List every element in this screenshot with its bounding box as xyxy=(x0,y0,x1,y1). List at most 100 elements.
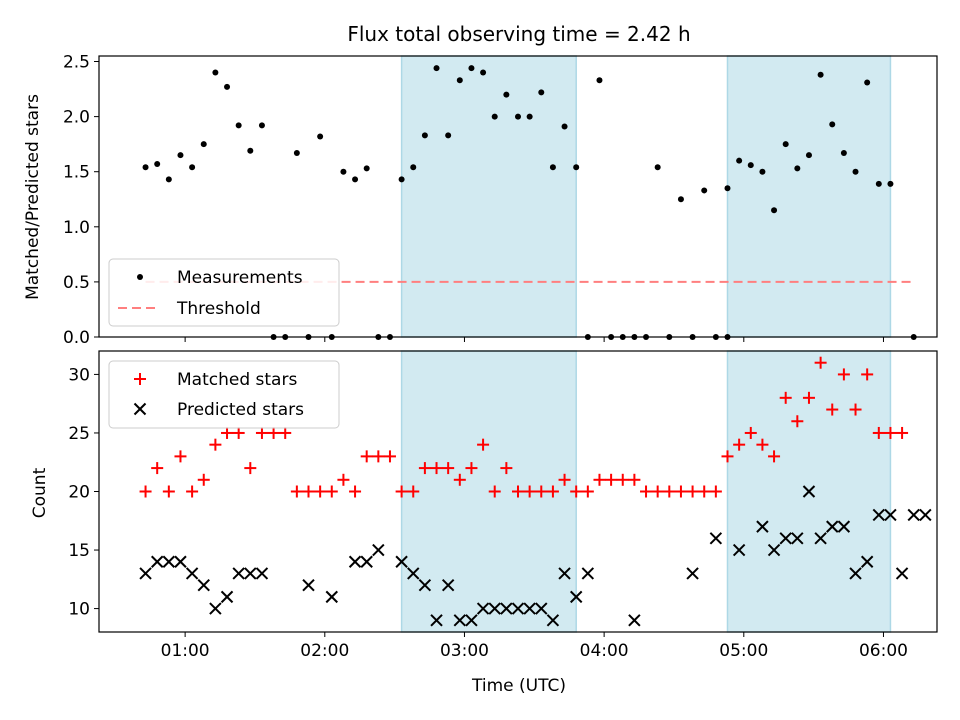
predicted-point-12 xyxy=(325,590,338,604)
matched-point-31 xyxy=(500,462,513,475)
predicted-point-45-b xyxy=(849,567,862,580)
matched-point-42 xyxy=(628,473,641,486)
matched-point-50 xyxy=(721,450,734,463)
top-y-axis-label: Matched/Predicted stars xyxy=(23,94,43,300)
matched-point-37 xyxy=(570,485,583,498)
measurement-point-33 xyxy=(526,113,533,120)
matched-point-27 xyxy=(453,473,466,486)
x-axis-label: Time (UTC) xyxy=(471,676,566,696)
measurement-point-29 xyxy=(480,69,487,76)
measurement-point-9 xyxy=(247,147,254,154)
top-band-1 xyxy=(726,55,892,338)
predicted-point-14 xyxy=(360,555,373,568)
predicted-point-13 xyxy=(348,555,362,568)
bottom-legend-box xyxy=(108,360,340,429)
matched-point-6 xyxy=(209,438,222,451)
measurement-point-15 xyxy=(317,133,324,140)
measurement-point-56 xyxy=(782,141,789,148)
bottom-xtick-label-4: 05:00 xyxy=(719,641,768,661)
predicted-point-19-b xyxy=(430,614,443,627)
matched-point-51 xyxy=(733,438,746,451)
measurement-point-27 xyxy=(456,77,463,84)
measurement-point-23 xyxy=(410,164,417,171)
predicted-point-12-b xyxy=(325,590,338,604)
matched-point-38 xyxy=(581,485,594,498)
predicted-point-22-b xyxy=(465,614,478,627)
measurement-point-5 xyxy=(200,141,207,148)
top-axes-frame xyxy=(98,55,938,338)
predicted-point-20-b xyxy=(441,578,455,592)
matched-point-9 xyxy=(244,462,257,475)
predicted-point-41-b xyxy=(802,485,816,498)
predicted-point-46 xyxy=(860,555,874,568)
predicted-point-34 xyxy=(686,567,699,580)
measurement-point-6 xyxy=(212,69,219,76)
matched-point-28 xyxy=(465,462,478,475)
legend-measurements-label: Measurements xyxy=(177,268,303,288)
bottom-xtick-label-1: 02:00 xyxy=(300,641,349,661)
predicted-point-26-b xyxy=(511,602,525,615)
predicted-point-21-b xyxy=(453,614,467,627)
predicted-point-35-b xyxy=(709,532,723,545)
measurement-point-0 xyxy=(142,164,149,171)
measurement-point-57 xyxy=(794,165,801,172)
predicted-point-29 xyxy=(546,614,560,627)
predicted-point-24 xyxy=(488,602,501,615)
legend-predicted-glyph xyxy=(133,402,147,416)
bottom-xtick-label-3: 04:00 xyxy=(580,641,629,661)
measurement-point-59 xyxy=(817,71,824,78)
predicted-point-8 xyxy=(232,567,245,580)
top-ytick-label-2: 1.0 xyxy=(63,218,90,238)
predicted-point-15 xyxy=(372,543,385,557)
matched-point-8 xyxy=(232,426,245,439)
matched-point-2 xyxy=(162,485,175,498)
matched-point-7 xyxy=(221,426,234,439)
measurement-point-24 xyxy=(421,132,428,139)
legend-predicted-glyph-b xyxy=(133,402,147,416)
measurement-point-39 xyxy=(596,77,603,84)
matched-point-47 xyxy=(686,485,699,498)
predicted-point-26 xyxy=(511,602,525,615)
predicted-point-1-b xyxy=(150,555,164,568)
bottom-xtick-label-0: 01:00 xyxy=(161,641,210,661)
predicted-point-18-b xyxy=(418,578,432,592)
top-legend: Measurements Threshold xyxy=(108,258,340,327)
matched-point-44 xyxy=(651,485,664,498)
matched-point-13 xyxy=(290,485,303,498)
matched-point-48 xyxy=(698,485,711,498)
legend-predicted-label: Predicted stars xyxy=(177,400,304,420)
matched-point-49 xyxy=(709,485,722,498)
matched-point-21 xyxy=(383,450,396,463)
matched-point-19 xyxy=(360,450,373,463)
predicted-point-50 xyxy=(907,508,920,522)
predicted-point-7-b xyxy=(220,590,234,604)
measurement-point-60 xyxy=(829,121,836,128)
bottom-ytick-label-3: 25 xyxy=(68,424,90,444)
measurement-point-19 xyxy=(363,165,370,172)
predicted-point-45 xyxy=(849,567,862,580)
predicted-point-23-b xyxy=(476,602,490,615)
matched-point-29 xyxy=(477,438,490,451)
legend-measurements-marker xyxy=(137,274,143,280)
matched-point-57 xyxy=(802,391,815,404)
predicted-point-25-b xyxy=(500,602,513,615)
matched-point-20 xyxy=(372,450,385,463)
measurement-point-44 xyxy=(654,164,661,171)
predicted-point-40-b xyxy=(791,532,804,545)
predicted-point-3 xyxy=(174,555,187,568)
legend-predicted-marker xyxy=(133,402,147,416)
matched-point-41 xyxy=(616,473,629,486)
bottom-legend: Matched stars Predicted stars xyxy=(108,360,340,429)
matched-point-11 xyxy=(267,426,280,439)
predicted-point-31 xyxy=(569,590,583,604)
predicted-point-6-b xyxy=(209,602,222,615)
measurement-point-62 xyxy=(852,168,859,175)
legend-matched-glyph xyxy=(134,373,146,385)
predicted-point-4-b xyxy=(185,567,199,580)
top-legend-box xyxy=(108,258,340,327)
predicted-point-32-b xyxy=(581,567,595,580)
predicted-point-19 xyxy=(430,614,443,627)
predicted-point-24-b xyxy=(488,602,501,615)
matched-point-35 xyxy=(546,485,559,498)
matched-point-65 xyxy=(896,426,909,439)
